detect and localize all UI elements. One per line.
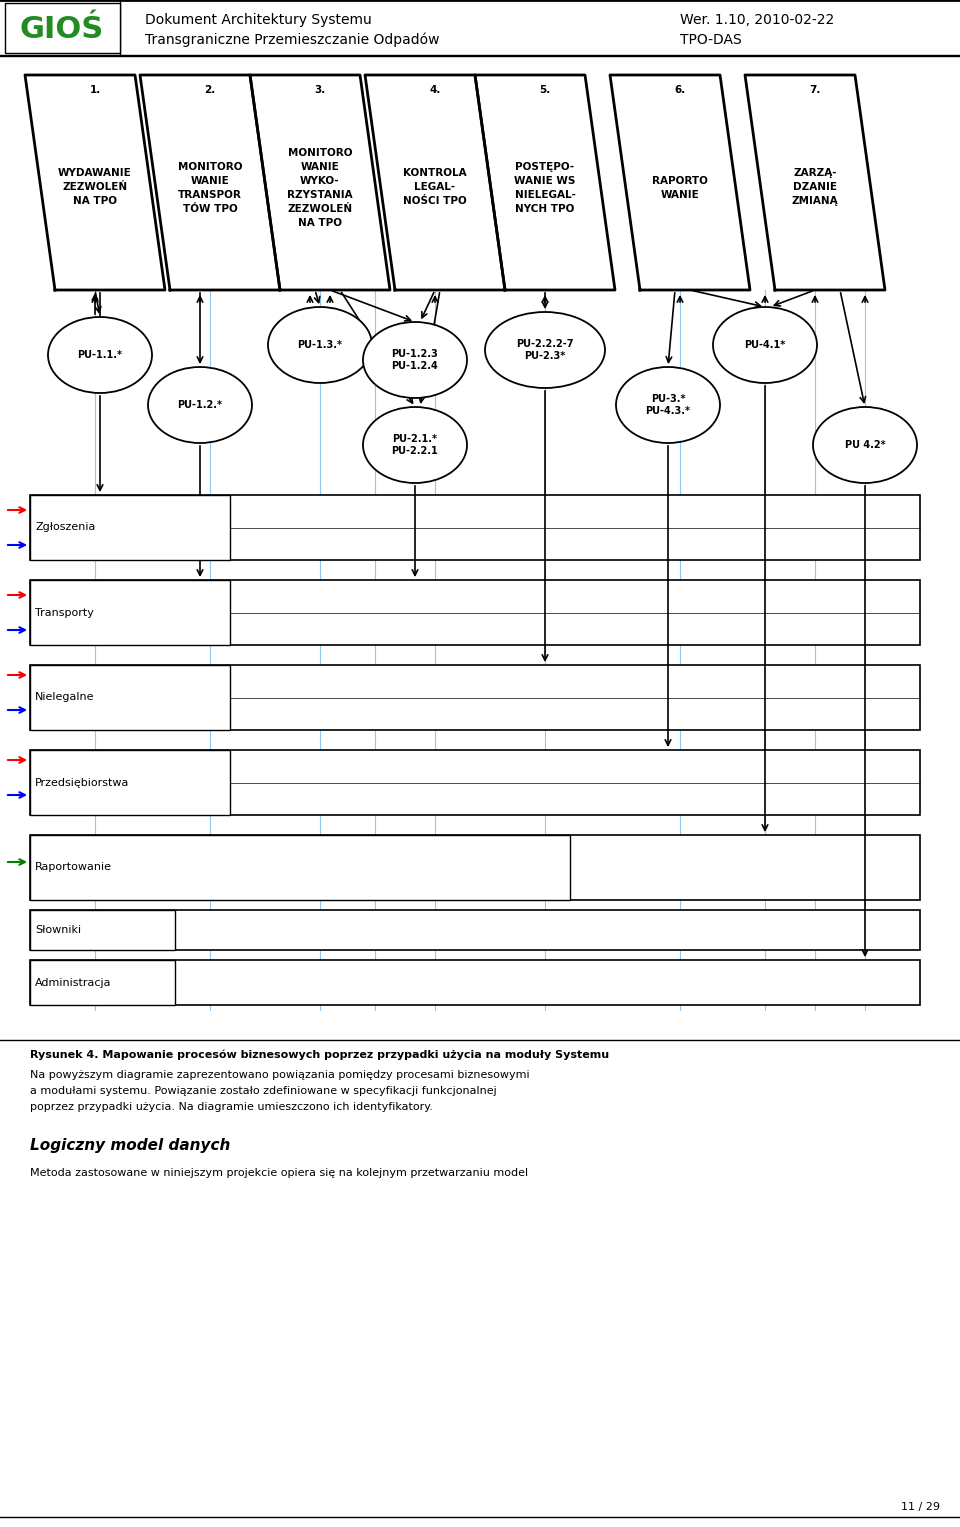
Text: 3.: 3. [314, 86, 325, 95]
Polygon shape [140, 75, 280, 290]
Text: WYDAWANIE: WYDAWANIE [59, 168, 132, 179]
Text: PU-1.2.*: PU-1.2.* [178, 400, 223, 411]
Text: KONTROLA: KONTROLA [403, 168, 467, 179]
Polygon shape [745, 75, 885, 290]
Text: PU-1.2.3
PU-1.2.4: PU-1.2.3 PU-1.2.4 [392, 350, 439, 371]
Polygon shape [365, 75, 505, 290]
Text: POSTĘPO-: POSTĘPO- [516, 162, 575, 171]
Bar [30, 495, 230, 560]
Bar [30, 664, 920, 730]
Text: Transporty: Transporty [35, 608, 94, 617]
Text: PU-2.1.*
PU-2.2.1: PU-2.1.* PU-2.2.1 [392, 434, 439, 455]
Ellipse shape [268, 307, 372, 383]
Text: Na powyższym diagramie zaprezentowano powiązania pomiędzy procesami biznesowymi: Na powyższym diagramie zaprezentowano po… [30, 1070, 530, 1080]
Text: WANIE WS: WANIE WS [515, 176, 576, 185]
Text: NOŚCI TPO: NOŚCI TPO [403, 197, 467, 206]
Ellipse shape [713, 307, 817, 383]
Polygon shape [610, 75, 750, 290]
Text: PU-1.3.*: PU-1.3.* [298, 341, 343, 350]
Text: ZMIANĄ: ZMIANĄ [792, 197, 838, 206]
Text: Wer. 1.10, 2010-02-22: Wer. 1.10, 2010-02-22 [680, 14, 834, 27]
Text: GIOŚ: GIOŚ [20, 15, 104, 44]
Text: 7.: 7. [809, 86, 821, 95]
Text: 2.: 2. [204, 86, 216, 95]
Bar [30, 750, 230, 815]
Bar [30, 960, 920, 1005]
Ellipse shape [148, 366, 252, 443]
Text: Nielegalne: Nielegalne [35, 693, 94, 702]
Text: NA TPO: NA TPO [298, 217, 342, 228]
Text: 5.: 5. [540, 86, 551, 95]
Text: LEGAL-: LEGAL- [415, 183, 456, 192]
Bar [30, 580, 230, 644]
Text: NA TPO: NA TPO [73, 197, 117, 206]
Bar [30, 835, 920, 899]
Text: RZYSTANIA: RZYSTANIA [287, 189, 353, 200]
Text: Administracja: Administracja [35, 977, 111, 988]
Ellipse shape [363, 408, 467, 483]
Text: Przedsiębiorstwa: Przedsiębiorstwa [35, 777, 130, 788]
Text: Słowniki: Słowniki [35, 925, 82, 935]
Text: PU 4.2*: PU 4.2* [845, 440, 885, 450]
Text: 6.: 6. [674, 86, 685, 95]
Bar [5, 3, 120, 53]
Text: TRANSPOR: TRANSPOR [178, 189, 242, 200]
Bar [30, 910, 175, 950]
Text: ZEZWOLEŃ: ZEZWOLEŃ [287, 203, 352, 214]
Text: PU-1.1.*: PU-1.1.* [78, 350, 123, 360]
Text: PU-4.1*: PU-4.1* [744, 341, 785, 350]
Text: 4.: 4. [429, 86, 441, 95]
Text: poprzez przypadki użycia. Na diagramie umieszczono ich identyfikatory.: poprzez przypadki użycia. Na diagramie u… [30, 1102, 433, 1112]
Text: WANIE: WANIE [300, 162, 340, 171]
Text: NYCH TPO: NYCH TPO [516, 203, 575, 214]
Text: PU-2.2.2-7
PU-2.3*: PU-2.2.2-7 PU-2.3* [516, 339, 574, 360]
Text: RAPORTO: RAPORTO [652, 176, 708, 185]
Bar [30, 495, 920, 560]
Text: WANIE: WANIE [660, 189, 700, 200]
Text: ZARZĄ-: ZARZĄ- [793, 168, 837, 179]
Text: MONITORO: MONITORO [288, 148, 352, 157]
Polygon shape [250, 75, 390, 290]
Text: Logiczny model danych: Logiczny model danych [30, 1138, 230, 1153]
Bar [30, 960, 175, 1005]
Polygon shape [25, 75, 165, 290]
Text: Rysunek 4. Mapowanie procesów biznesowych poprzez przypadki użycia na moduły Sys: Rysunek 4. Mapowanie procesów biznesowyc… [30, 1051, 610, 1060]
Text: TPO-DAS: TPO-DAS [680, 34, 742, 47]
Text: Zgłoszenia: Zgłoszenia [35, 522, 95, 533]
Text: WYKO-: WYKO- [300, 176, 340, 185]
Text: 1.: 1. [89, 86, 101, 95]
Ellipse shape [363, 322, 467, 399]
Text: 11 / 29: 11 / 29 [901, 1503, 940, 1512]
Text: NIELEGAL-: NIELEGAL- [515, 189, 575, 200]
Polygon shape [475, 75, 615, 290]
Text: Raportowanie: Raportowanie [35, 863, 112, 872]
Text: a modułami systemu. Powiązanie zostało zdefiniowane w specyfikacji funkcjonalnej: a modułami systemu. Powiązanie zostało z… [30, 1086, 496, 1096]
Text: TÓW TPO: TÓW TPO [182, 203, 237, 214]
Ellipse shape [48, 318, 152, 392]
Bar [30, 910, 920, 950]
Text: Transgraniczne Przemieszczanie Odpadów: Transgraniczne Przemieszczanie Odpadów [145, 32, 440, 47]
Text: Dokument Architektury Systemu: Dokument Architektury Systemu [145, 14, 372, 27]
Bar [30, 664, 230, 730]
Text: Metoda zastosowane w niniejszym projekcie opiera się na kolejnym przetwarzaniu m: Metoda zastosowane w niniejszym projekci… [30, 1168, 528, 1177]
Text: MONITORO: MONITORO [178, 162, 242, 171]
Text: WANIE: WANIE [191, 176, 229, 185]
Text: PU-3.*
PU-4.3.*: PU-3.* PU-4.3.* [645, 394, 690, 415]
Text: DZANIE: DZANIE [793, 183, 837, 192]
Ellipse shape [813, 408, 917, 483]
Bar [30, 835, 570, 899]
Bar [30, 580, 920, 644]
Bar [30, 750, 920, 815]
Ellipse shape [616, 366, 720, 443]
Ellipse shape [485, 312, 605, 388]
Text: ZEZWOLEŃ: ZEZWOLEŃ [62, 183, 128, 192]
